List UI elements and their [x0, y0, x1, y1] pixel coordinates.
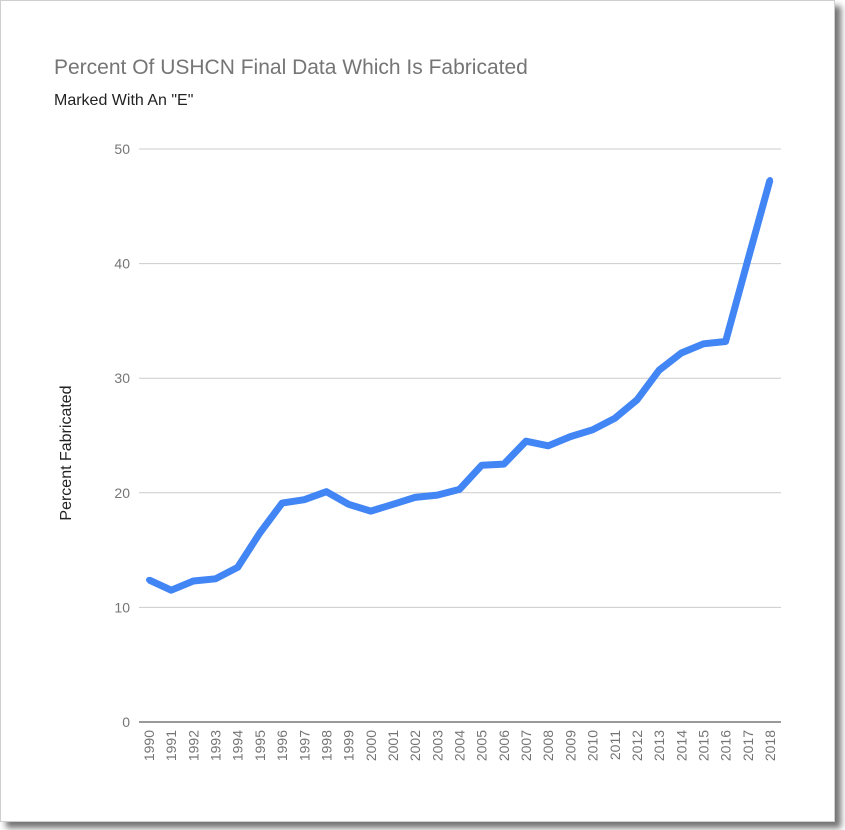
y-tick-label: 20 [114, 485, 130, 501]
data-point [389, 501, 396, 508]
data-point [545, 442, 552, 449]
y-tick-labels: 0 10 20 30 40 50 [114, 141, 130, 730]
chart-title: Percent Of USHCN Final Data Which Is Fab… [54, 56, 528, 79]
data-point [434, 492, 441, 499]
x-tick-label: 2002 [407, 730, 423, 761]
x-tick-label: 1994 [230, 730, 246, 761]
x-tick-label: 1998 [318, 730, 334, 761]
series-line [147, 178, 774, 594]
x-tick-label: 1992 [185, 730, 201, 761]
data-point [500, 461, 507, 468]
data-point [412, 494, 419, 501]
x-tick-label: 2011 [607, 730, 623, 760]
data-point [279, 500, 286, 507]
data-point [567, 433, 574, 440]
x-tick-label: 1999 [341, 730, 357, 761]
chart-frame [0, 0, 835, 822]
data-point [234, 564, 241, 571]
x-tick-label: 2012 [629, 730, 645, 761]
data-point [456, 486, 463, 493]
x-tick-label: 2010 [585, 730, 601, 761]
x-tick-label: 2004 [452, 730, 468, 761]
data-point [722, 338, 729, 345]
data-point [656, 367, 663, 374]
x-tick-label: 1997 [296, 730, 312, 761]
data-point [323, 488, 330, 495]
data-point [633, 396, 640, 403]
x-tick-label: 2016 [718, 730, 734, 761]
x-tick-labels: 1990 1991 1992 1993 1994 1995 1996 1997 1998 1999… [141, 730, 778, 761]
data-point [190, 578, 197, 585]
x-tick-label: 1991 [163, 730, 179, 761]
data-point [744, 257, 751, 264]
data-point [301, 496, 308, 503]
data-point [212, 575, 219, 582]
data-point [589, 426, 596, 433]
x-tick-label: 2015 [695, 730, 711, 761]
series-group [146, 176, 774, 594]
x-tick-label: 2005 [474, 730, 490, 761]
x-tick-label: 2007 [518, 730, 534, 761]
gridlines [139, 148, 781, 723]
data-point [700, 340, 707, 347]
x-tick-label: 2006 [496, 730, 512, 761]
x-tick-label: 2001 [385, 730, 401, 761]
x-tick-label: 2003 [429, 730, 445, 761]
x-tick-label: 2017 [740, 730, 756, 761]
data-point [256, 529, 263, 536]
chart-subtitle: Marked With An "E" [54, 92, 194, 109]
data-point [767, 176, 773, 183]
y-axis-title: Percent Fabricated [58, 385, 75, 520]
x-tick-label: 2018 [762, 730, 778, 761]
x-tick-label: 2013 [651, 730, 667, 761]
data-point [345, 501, 352, 508]
y-tick-label: 40 [114, 256, 130, 272]
y-tick-label: 10 [114, 599, 130, 615]
data-point [367, 508, 374, 515]
x-tick-label: 2014 [673, 730, 689, 761]
data-point [168, 587, 175, 594]
data-point [678, 349, 685, 356]
x-tick-label: 1990 [141, 730, 157, 761]
x-tick-label: 1993 [208, 730, 224, 761]
data-point [523, 438, 530, 445]
data-point [146, 576, 152, 583]
x-tick-label: 1995 [252, 730, 268, 761]
x-tick-label: 2008 [540, 730, 556, 761]
y-tick-label: 0 [122, 714, 130, 730]
data-point [478, 462, 485, 469]
x-tick-label: 1996 [274, 730, 290, 761]
x-tick-label: 2009 [562, 730, 578, 761]
y-tick-label: 30 [114, 370, 130, 386]
data-point [611, 415, 618, 422]
y-tick-label: 50 [114, 141, 130, 157]
x-tick-label: 2000 [363, 730, 379, 761]
